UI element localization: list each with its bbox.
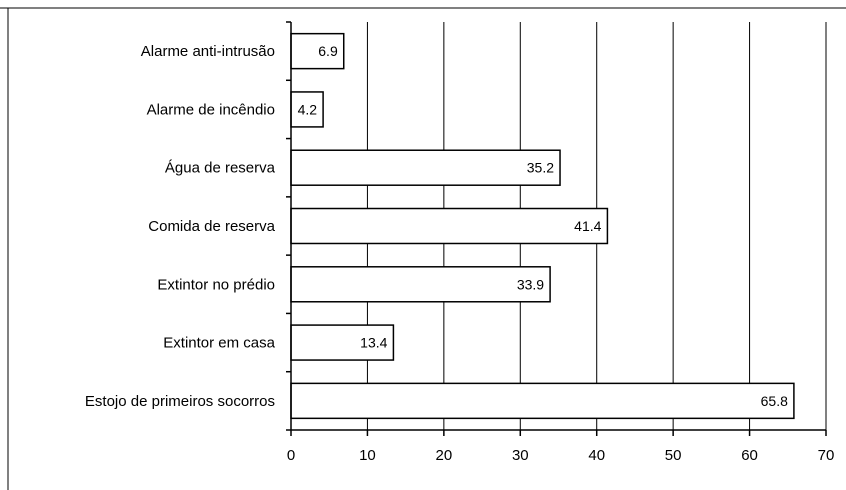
bar (290, 382, 795, 420)
data-labels: 6.9 4.2 35.2 41.4 33.9 13.4 65.8 (298, 43, 788, 409)
category-label: Alarme de incêndio (147, 101, 275, 118)
category-label: Comida de reserva (148, 218, 275, 235)
x-tick-label: 30 (512, 447, 529, 464)
category-label: Extintor em casa (163, 335, 275, 352)
category-label: Água de reserva (165, 160, 276, 177)
category-label: Alarme anti-intrusão (141, 43, 275, 60)
data-label: 35.2 (527, 160, 554, 176)
bar (290, 266, 551, 303)
x-tick-label: 70 (818, 447, 835, 464)
x-tick-label: 0 (287, 447, 295, 464)
bar (290, 207, 609, 245)
x-tick-label: 40 (588, 447, 605, 464)
x-tick-label: 20 (436, 447, 453, 464)
data-label: 33.9 (517, 276, 544, 292)
bar (290, 149, 561, 186)
axes (286, 21, 827, 436)
data-label: 41.4 (574, 218, 601, 234)
data-label: 6.9 (318, 43, 338, 59)
category-labels: Alarme anti-intrusão Alarme de incêndio Ág… (85, 43, 276, 410)
data-label: 65.8 (761, 393, 788, 409)
bar (290, 32, 345, 70)
data-label: 4.2 (298, 101, 318, 117)
category-label: Estojo de primeiros socorros (85, 393, 275, 410)
bars (290, 32, 795, 420)
bar (290, 324, 395, 361)
data-label: 13.4 (360, 335, 387, 351)
tick-labels: 0 10 20 30 40 50 60 70 (287, 447, 835, 464)
x-tick-label: 50 (665, 447, 682, 464)
x-tick-label: 10 (359, 447, 376, 464)
category-label: Extintor no prédio (157, 276, 275, 293)
x-tick-label: 60 (741, 447, 758, 464)
